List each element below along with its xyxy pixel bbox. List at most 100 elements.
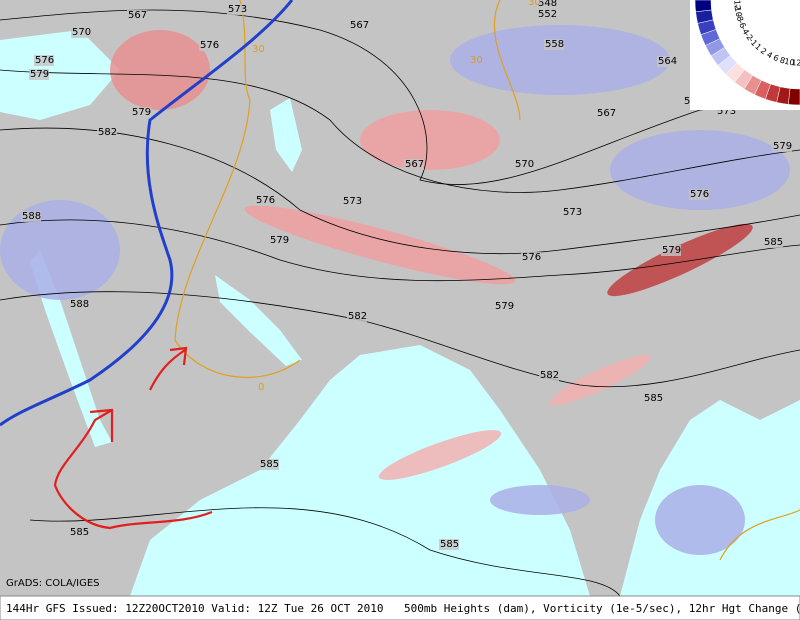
contour-label: 548 — [538, 0, 557, 9]
legend-label: 8 — [779, 56, 786, 66]
label-bg — [689, 189, 709, 200]
anomaly — [610, 130, 790, 210]
footer-right: 500mb Heights (dam), Vorticity (1e-5/sec… — [404, 602, 800, 615]
contour-label: 585 — [764, 237, 783, 248]
legend-label: -10 — [732, 3, 743, 17]
trough-axis — [0, 0, 294, 427]
label-bg — [347, 311, 367, 322]
label-bg — [97, 127, 117, 138]
legend-label: 4 — [765, 50, 774, 60]
legend-label: 2 — [759, 46, 768, 56]
anomaly — [378, 430, 502, 480]
label-bg — [34, 55, 54, 66]
legend-swatch — [694, 0, 712, 13]
contour — [0, 291, 800, 388]
label-bg — [494, 301, 514, 312]
contour-label: 576 — [256, 195, 275, 206]
label-bg — [349, 20, 369, 31]
legend-label: 12 — [791, 58, 800, 68]
contour-label: 558 — [545, 39, 564, 50]
contour-label: 576 — [522, 252, 541, 263]
black-sea — [0, 30, 120, 120]
label-bg — [255, 195, 275, 206]
label-bg — [404, 159, 424, 170]
legend-label: 1 — [753, 42, 763, 52]
anomaly — [655, 485, 745, 555]
label-bg — [71, 27, 91, 38]
contour-label: 552 — [538, 9, 557, 20]
contour-label: 564 — [658, 56, 677, 67]
contour — [493, 0, 521, 121]
contour-label: 579 — [662, 245, 681, 256]
contour-label: 573 — [343, 196, 362, 207]
annotations — [53, 346, 213, 530]
label-bg — [763, 237, 783, 248]
credit: GrADS: COLA/IGES — [6, 578, 100, 589]
contour-label: 576 — [35, 55, 54, 66]
change-label: 30 — [252, 44, 265, 55]
label-bg — [772, 141, 792, 152]
contour-label: 585 — [70, 527, 89, 538]
arrowhead — [169, 346, 188, 366]
label-bg — [199, 40, 219, 51]
contour-label: 567 — [405, 159, 424, 170]
legend-label: 10 — [784, 57, 796, 68]
contour-label: 585 — [260, 459, 279, 470]
label-bg — [131, 107, 151, 118]
contour-label: 585 — [644, 393, 663, 404]
contour-label: 579 — [132, 107, 151, 118]
contour-label: 576 — [690, 189, 709, 200]
anomaly — [360, 110, 500, 170]
label-bg — [537, 0, 557, 9]
label-bg — [21, 211, 41, 222]
label-bg — [514, 159, 534, 170]
label-bg — [259, 459, 279, 470]
label-bg — [439, 539, 459, 550]
change-label: 0 — [258, 382, 264, 393]
label-bg — [227, 4, 247, 15]
legend-label: -8 — [734, 12, 745, 22]
contour — [174, 0, 301, 379]
persian-gulf — [215, 275, 302, 366]
contour-label: 588 — [22, 211, 41, 222]
legend-label: -2 — [743, 31, 755, 43]
anomaly — [607, 223, 753, 297]
contour-label: 576 — [200, 40, 219, 51]
label-bg — [596, 108, 616, 119]
contour-label: 573 — [717, 106, 736, 117]
label-bg — [562, 207, 582, 218]
anomaly — [244, 205, 516, 285]
label-bg — [521, 252, 541, 263]
footer — [0, 595, 800, 620]
contour-label: 567 — [597, 108, 616, 119]
label-bg — [643, 393, 663, 404]
label-bg — [127, 10, 147, 21]
arrow — [53, 409, 213, 530]
label-bg — [269, 235, 289, 246]
contour-label: 579 — [30, 69, 49, 80]
arrowhead — [89, 408, 114, 442]
label-bg — [69, 299, 89, 310]
vorticity — [0, 25, 790, 555]
contour-label: 582 — [540, 370, 559, 381]
contour-label: 585 — [440, 539, 459, 550]
arabian-sea — [130, 345, 590, 596]
anomaly — [490, 485, 590, 515]
label-bg — [69, 527, 89, 538]
anomaly — [450, 25, 670, 95]
contour-label: 573 — [563, 207, 582, 218]
label-bg — [657, 56, 677, 67]
caspian-sea — [270, 98, 302, 172]
label-bg — [29, 69, 49, 80]
contour — [0, 219, 800, 282]
footer-left: 144Hr GFS Issued: 12Z20OCT2010 Valid: 12… — [6, 602, 384, 615]
anomaly — [549, 355, 651, 405]
contour — [0, 127, 800, 255]
label-bg — [342, 196, 362, 207]
contour-label: 573 — [228, 4, 247, 15]
contour-label: 588 — [70, 299, 89, 310]
contour-label: 579 — [495, 301, 514, 312]
arrow — [149, 349, 186, 391]
